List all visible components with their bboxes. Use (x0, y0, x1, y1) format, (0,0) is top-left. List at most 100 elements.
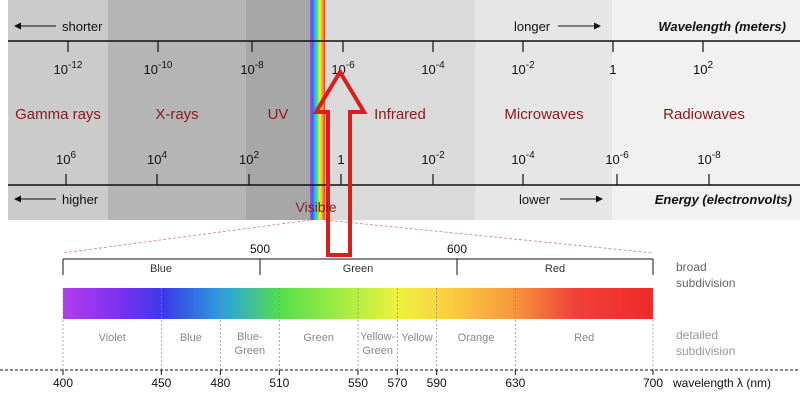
energy-tick-base: 10 (147, 152, 161, 167)
broad-subdivision-label-line1: broad (676, 260, 707, 274)
detailed-label: Green (362, 345, 393, 357)
xray-band-bg (108, 0, 246, 220)
energy-tick-label: 10-6 (605, 150, 629, 167)
wavelength-tick-exponent: -8 (255, 60, 264, 71)
band-label: Infrared (374, 106, 426, 123)
energy-tick-exponent: -6 (620, 150, 629, 161)
wavelength-tick-exponent: -6 (346, 60, 355, 71)
detailed-label: Yellow- (360, 331, 395, 343)
band-label: UV (268, 106, 289, 123)
wavelength-tick-exponent: -2 (526, 60, 535, 71)
longer-arrow (558, 22, 601, 30)
wavelength-tick-base: 10 (693, 62, 707, 77)
detailed-label: Yellow (401, 332, 432, 344)
wavelength-axis-title: Wavelength (meters) (658, 19, 786, 34)
tick-500-label: 500 (250, 242, 270, 256)
detailed-label: Green (303, 332, 334, 344)
wavelength-tick-base: 10 (240, 62, 254, 77)
detailed-label: Blue- (237, 331, 263, 343)
energy-tick-base: 10 (56, 152, 70, 167)
wavelength-tick-label: 1 (609, 62, 616, 77)
energy-tick-exponent: 2 (253, 150, 259, 161)
wavelength-tick-base: 10 (144, 62, 158, 77)
higher-arrow (14, 195, 56, 203)
shorter-label: shorter (62, 19, 103, 34)
nm-tick-label: 450 (151, 376, 171, 390)
energy-tick-labels: 106 104 102 1 10-2 10-4 10-6 10-8 (56, 150, 721, 185)
band-label: X-rays (155, 106, 198, 123)
detailed-label: Orange (458, 332, 495, 344)
wavelength-tick-label: 102 (693, 60, 713, 77)
broad-red-label: Red (545, 263, 565, 275)
broad-bracket (62, 258, 654, 275)
energy-tick-exponent: -8 (712, 150, 721, 161)
energy-tick-base: 10 (421, 152, 435, 167)
energy-tick-label: 10-8 (697, 150, 721, 167)
detailed-label: Blue (180, 332, 202, 344)
energy-axis-title: Energy (electronvolts) (655, 192, 792, 207)
longer-label: longer (514, 19, 551, 34)
microwave-band-bg (475, 0, 612, 220)
broad-green-label: Green (343, 263, 374, 275)
uv-band-bg (246, 0, 310, 220)
band-labels: Gamma rays X-rays UV Infrared Microwaves Radi… (15, 106, 745, 123)
nm-tick-label: 510 (269, 376, 289, 390)
energy-tick-base: 10 (605, 152, 619, 167)
lower-label: lower (519, 192, 551, 207)
nm-tick-label: 480 (210, 376, 230, 390)
wavelength-tick-label: 10-8 (240, 60, 264, 77)
wavelength-tick-exponent: 2 (707, 60, 713, 71)
energy-tick-label: 10-2 (421, 150, 445, 167)
detailed-subdivision-labels: Violet Blue Blue- Green Green Yellow- Green Yel… (99, 331, 595, 357)
energy-tick-exponent: 6 (70, 150, 76, 161)
energy-tick-label: 102 (239, 150, 259, 167)
nm-tick-label: 630 (505, 376, 525, 390)
visible-pointer-arrow (312, 68, 368, 257)
detailed-subdivision-label-line2: subdivision (676, 344, 735, 358)
energy-tick-base: 10 (697, 152, 711, 167)
nm-tick-label: 550 (348, 376, 368, 390)
lower-arrow (560, 195, 603, 203)
energy-tick-label: 106 (56, 150, 76, 167)
higher-label: higher (62, 192, 99, 207)
wavelength-tick-exponent: -4 (436, 60, 445, 71)
nm-axis-label: wavelength λ (nm) (672, 376, 771, 390)
energy-tick-base: 10 (239, 152, 253, 167)
wavelength-tick-base: 10 (511, 62, 525, 77)
energy-tick-exponent: -2 (436, 150, 445, 161)
nm-tick-label: 400 (53, 376, 73, 390)
wavelength-tick-exponent: -10 (158, 60, 173, 71)
detailed-dividers (62, 288, 654, 370)
energy-tick-base: 1 (337, 152, 344, 167)
radiowave-band-bg (612, 0, 800, 220)
nm-tick-label: 700 (643, 376, 663, 390)
detailed-label: Red (574, 332, 594, 344)
nm-tick-labels: 400 450 480 510 550 570 590 630 700 (53, 370, 663, 390)
energy-tick-exponent: -4 (526, 150, 535, 161)
tick-600-label: 600 (447, 242, 467, 256)
broad-blue-label: Blue (150, 263, 172, 275)
detailed-label: Green (235, 345, 266, 357)
visible-label: Visible (296, 199, 337, 215)
visible-detail: 500 600 Blue Green Red broad subdivision… (0, 242, 800, 390)
wavelength-tick-exponent: -12 (68, 60, 83, 71)
band-label: Microwaves (504, 106, 583, 123)
energy-axis: 106 104 102 1 10-2 10-4 10-6 10-8 higher lower … (8, 150, 800, 207)
nm-tick-label: 590 (427, 376, 447, 390)
energy-tick-label: 1 (337, 152, 344, 167)
wavelength-axis: shorter longer Wavelength (meters) 10-12… (8, 19, 800, 77)
wavelength-tick-base: 10 (421, 62, 435, 77)
wavelength-tick-base: 10 (54, 62, 68, 77)
detailed-subdivision-label-line1: detailed (676, 328, 718, 342)
wavelength-tick-label: 10-12 (54, 60, 83, 77)
gamma-band-bg (8, 0, 108, 220)
energy-tick-label: 10-4 (511, 150, 535, 167)
energy-tick-label: 104 (147, 150, 167, 167)
zoom-guide-lines (62, 219, 654, 254)
broad-subdivision-label-line2: subdivision (676, 276, 735, 290)
nm-tick-label: 570 (387, 376, 407, 390)
wavelength-tick-base: 1 (609, 62, 616, 77)
wavelength-tick-labels: 10-12 10-10 10-8 10-6 10-4 10-2 1 102 (54, 41, 713, 77)
band-label: Gamma rays (15, 106, 101, 123)
